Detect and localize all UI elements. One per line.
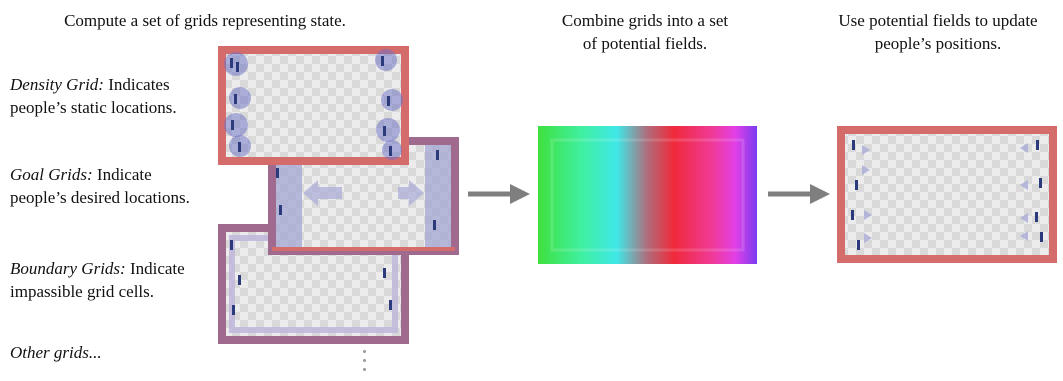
density-grid-description: Density Grid: Indicates: [10, 74, 170, 95]
other-grids-label: Other grids...: [10, 343, 102, 362]
continuation-dots: [362, 350, 368, 377]
density-grid-panel: [218, 46, 409, 165]
goal-grid-desc1: Indicate: [92, 165, 152, 184]
boundary-grid-description-line2: impassible grid cells.: [10, 282, 155, 301]
goal-grid-description-line2: people’s desired locations.: [10, 188, 190, 207]
boundary-grid-desc1: Indicate: [125, 259, 185, 278]
people-markers: [230, 56, 439, 315]
boundary-grid-term: Boundary Grids:: [10, 259, 126, 278]
potential-field-panel: [538, 126, 757, 264]
goal-grid-term: Goal Grids:: [10, 165, 93, 184]
density-grid-description-line2: people’s static locations.: [10, 98, 177, 117]
step2-caption-line1: Combine grids into a set: [561, 11, 729, 30]
step1-caption: Compute a set of grids representing stat…: [64, 11, 346, 30]
step3-caption-line2: people’s positions.: [874, 34, 1002, 53]
density-grid-term: Density Grid:: [10, 75, 104, 94]
step3-caption-line1: Use potential fields to update: [838, 11, 1038, 30]
goal-right-arrow-icon: [398, 180, 424, 206]
goal-left-arrow-icon: [303, 180, 342, 206]
goal-grid-description: Goal Grids: Indicate: [10, 164, 152, 185]
step2-caption-line2: of potential fields.: [582, 34, 708, 53]
density-grid-desc1: Indicates: [103, 75, 170, 94]
boundary-grid-description: Boundary Grids: Indicate: [10, 258, 185, 279]
updated-positions-panel: [837, 126, 1057, 263]
